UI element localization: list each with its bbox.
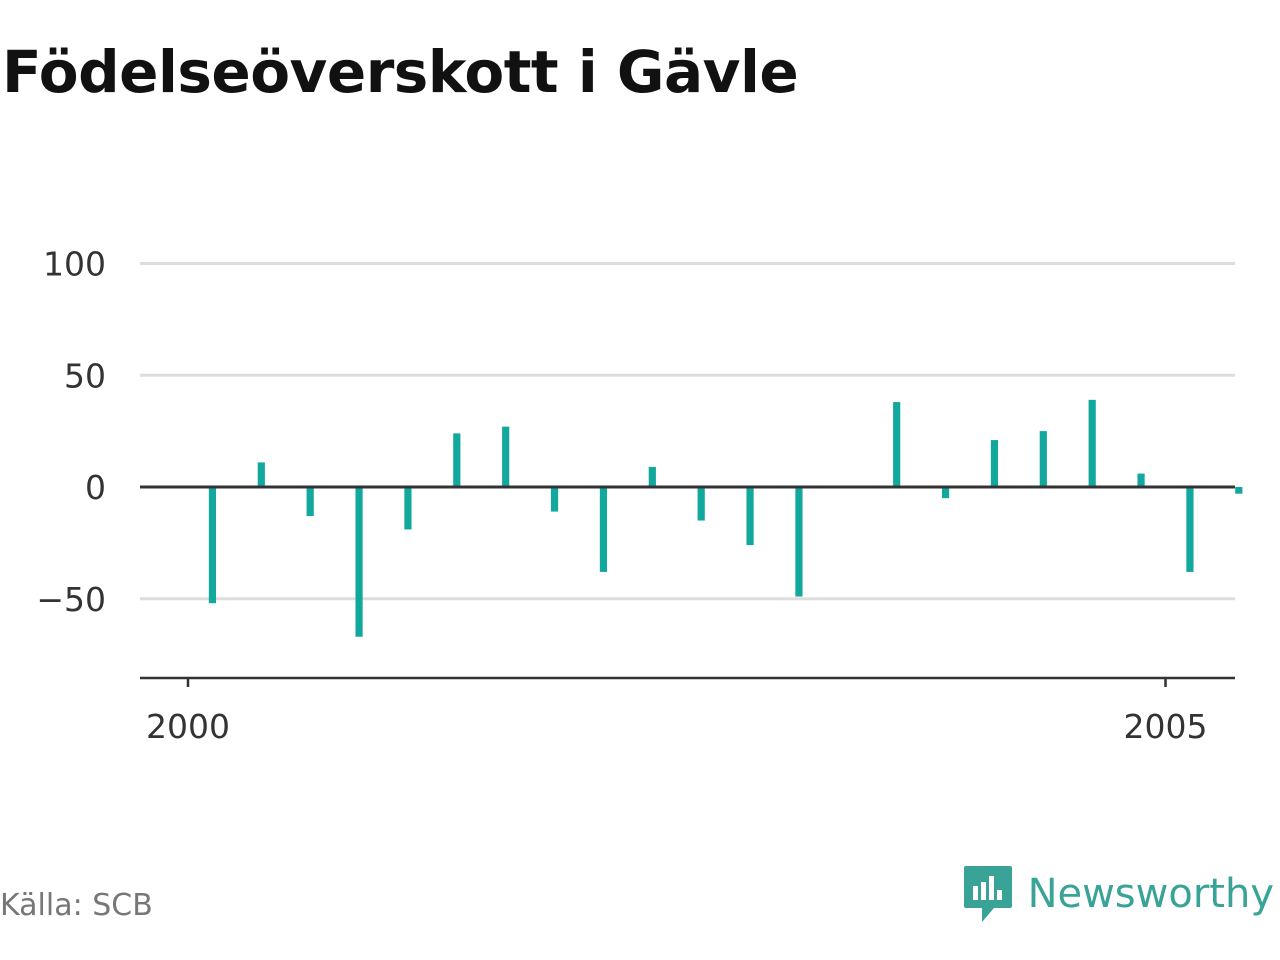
bar (893, 402, 901, 487)
bar (404, 487, 412, 530)
bar (355, 487, 363, 637)
bar (599, 487, 608, 572)
bar (648, 466, 656, 487)
y-tick-label: 100 (43, 245, 106, 284)
gridlines (140, 262, 1235, 601)
brand-name: Newsworthy (1027, 871, 1274, 917)
bar (795, 487, 803, 597)
bar (1088, 399, 1096, 487)
bar (746, 487, 754, 546)
newsworthy-logo-icon (963, 866, 1012, 922)
bar (697, 487, 705, 521)
bar (453, 433, 461, 487)
x-tick-label: 2000 (146, 707, 230, 746)
brand-logo[interactable]: Newsworthy (962, 864, 1274, 924)
source-note: Källa: SCB (0, 888, 153, 923)
bar (941, 487, 950, 499)
x-tick-label: 2005 (1124, 707, 1208, 746)
bar (1235, 487, 1243, 494)
bar (208, 487, 217, 604)
bar (990, 440, 999, 487)
bar (306, 487, 314, 517)
bar (1137, 473, 1145, 487)
bar-chart: −50050100200020052010201520202025 (36, 245, 1243, 747)
bar (1039, 431, 1047, 487)
axes (140, 485, 1235, 687)
y-tick-label: 50 (64, 356, 106, 395)
y-tick-label: −50 (36, 580, 106, 619)
bar (257, 462, 265, 487)
bar (1186, 487, 1194, 572)
bars (208, 399, 1243, 637)
tick-labels: −50050100200020052010201520202025 (36, 245, 1208, 747)
y-tick-label: 0 (85, 468, 106, 507)
bar (502, 426, 510, 487)
chart-title: Födelseöverskott i Gävle (2, 38, 799, 106)
bar (550, 487, 559, 512)
